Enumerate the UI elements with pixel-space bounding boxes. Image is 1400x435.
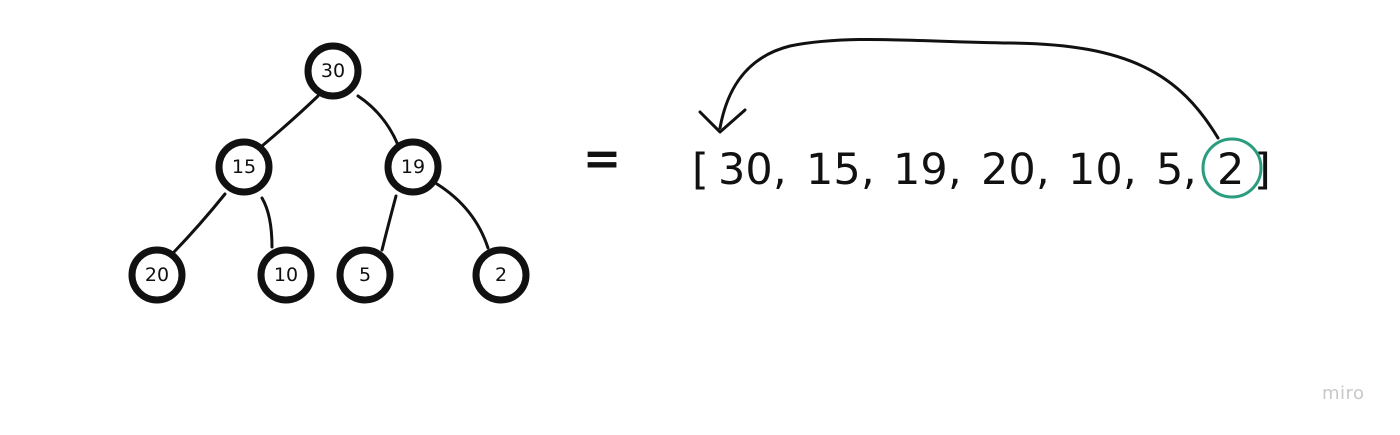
node-circle-20	[128, 246, 186, 304]
node-circle-30	[304, 42, 362, 100]
node-circle-15	[215, 138, 273, 196]
swap-arrow-curve	[718, 37, 1220, 140]
edge-19-5	[380, 194, 398, 252]
array-comma-3: ,	[1036, 145, 1050, 195]
tree-node-2: 2	[472, 246, 530, 304]
tree-edges	[172, 94, 490, 254]
node-circle-19	[384, 138, 442, 196]
node-label-15: 15	[232, 156, 256, 178]
node-label-20: 20	[145, 264, 169, 286]
node-label-10: 10	[274, 264, 298, 286]
array-comma-0: ,	[773, 145, 787, 195]
tree-node-19: 19	[384, 138, 442, 196]
node-label-2: 2	[495, 264, 507, 286]
arrow-head-icon	[698, 108, 747, 134]
array-open-bracket: [	[692, 145, 709, 195]
array-item-6: 2	[1217, 145, 1244, 195]
array-item-3: 20	[981, 145, 1036, 195]
array-item-0: 30	[718, 145, 773, 195]
tree-node-30: 30	[304, 42, 362, 100]
edge-30-19	[356, 94, 400, 147]
node-circle-5	[336, 246, 394, 304]
node-label-19: 19	[401, 156, 425, 178]
node-label-30: 30	[321, 60, 345, 82]
node-circle-2	[472, 246, 530, 304]
edge-30-15	[260, 94, 320, 148]
node-label-5: 5	[359, 264, 371, 286]
tree-node-5: 5	[336, 246, 394, 304]
array-comma-4: ,	[1123, 145, 1137, 195]
highlight-circle	[1201, 137, 1263, 199]
array-representation: [ 30 , 15 , 19 , 20 , 10 , 5 , 2 ]	[692, 137, 1271, 199]
tree-node-15: 15	[215, 138, 273, 196]
array-comma-1: ,	[861, 145, 875, 195]
edge-15-10	[260, 196, 274, 249]
array-comma-5: ,	[1183, 145, 1197, 195]
miro-watermark: miro	[1322, 383, 1365, 404]
swap-arrow	[698, 37, 1220, 140]
array-item-5: 5	[1156, 145, 1183, 195]
equals-sign: =	[583, 131, 622, 185]
array-comma-2: ,	[948, 145, 962, 195]
tree-node-10: 10	[257, 246, 315, 304]
array-item-2: 19	[893, 145, 948, 195]
tree-node-20: 20	[128, 246, 186, 304]
node-circle-10	[257, 246, 315, 304]
array-item-1: 15	[806, 145, 861, 195]
edge-15-20	[172, 192, 227, 254]
edge-19-2	[435, 182, 490, 250]
array-item-4: 10	[1068, 145, 1123, 195]
